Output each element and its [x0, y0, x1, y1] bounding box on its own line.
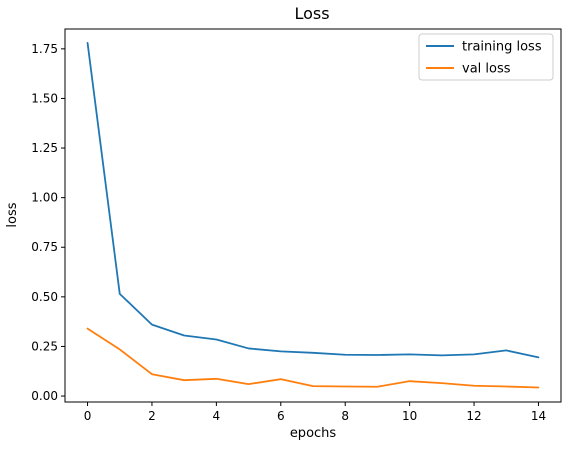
x-tick-label: 2: [148, 409, 156, 423]
x-tick-label: 0: [84, 409, 92, 423]
y-tick-label: 0.50: [31, 290, 58, 304]
legend-label-training-loss: training loss: [462, 40, 542, 55]
series-layer: [88, 43, 539, 388]
x-tick-label: 8: [341, 409, 349, 423]
x-tick-label: 12: [466, 409, 481, 423]
x-tick-label: 14: [531, 409, 546, 423]
y-tick-label: 0.75: [31, 240, 58, 254]
x-tick-label: 10: [402, 409, 417, 423]
series-line-training-loss: [88, 43, 539, 357]
y-axis: 0.00 0.25 0.50 0.75 1.00 1.25 1.50 1.75: [31, 42, 65, 403]
plot-area-frame: [65, 29, 561, 402]
y-tick-label: 1.25: [31, 141, 58, 155]
y-tick-label: 0.25: [31, 339, 58, 353]
y-tick-label: 1.75: [31, 42, 58, 56]
x-axis: 0 2 4 6 8 10 12 14: [84, 402, 546, 423]
y-axis-label: loss: [5, 202, 20, 227]
series-line-val-loss: [88, 329, 539, 388]
x-axis-label: epochs: [290, 426, 337, 441]
x-tick-label: 6: [277, 409, 285, 423]
legend: training loss val loss: [419, 34, 553, 80]
chart-title: Loss: [294, 4, 329, 23]
x-tick-label: 4: [213, 409, 221, 423]
y-tick-label: 1.00: [31, 191, 58, 205]
y-tick-label: 0.00: [31, 389, 58, 403]
legend-label-val-loss: val loss: [462, 62, 511, 77]
y-tick-label: 1.50: [31, 91, 58, 105]
